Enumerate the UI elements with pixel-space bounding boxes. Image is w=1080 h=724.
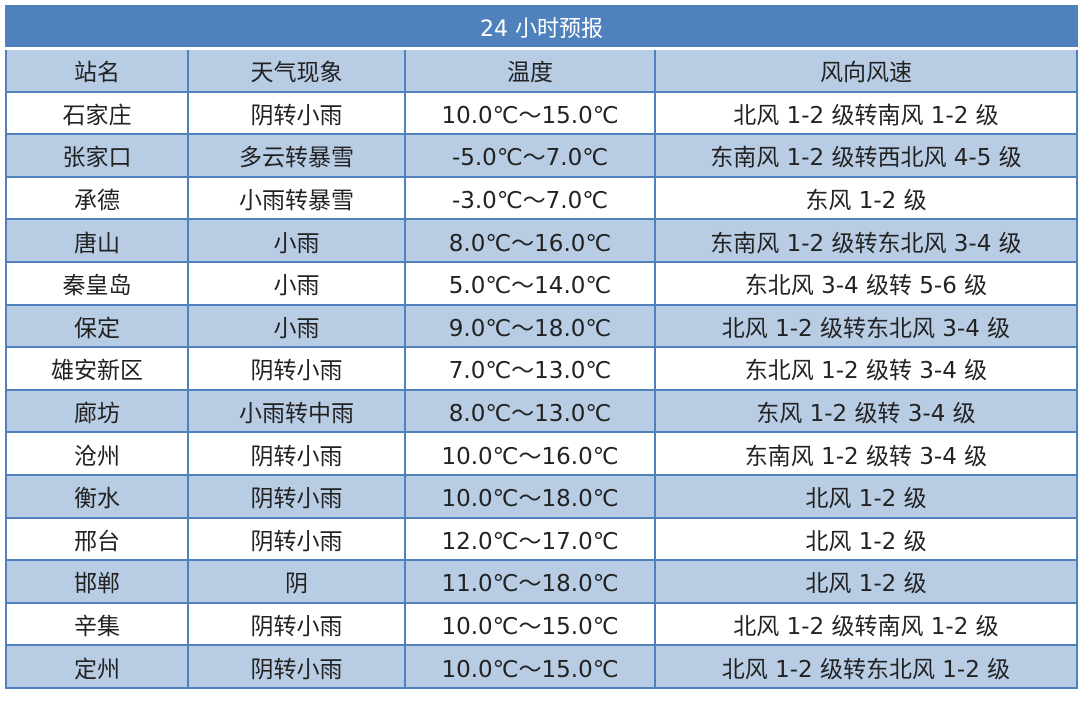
weather-cell: 小雨 (187, 218, 406, 263)
temperature-cell: -3.0℃～7.0℃ (404, 175, 656, 221)
table-row: 保定 小雨 9.0℃～18.0℃ 北风 1-2 级转东北风 3-4 级 (5, 303, 1078, 349)
station-cell: 秦皇岛 (5, 260, 189, 306)
wind-cell: 北风 1-2 级转南风 1-2 级 (654, 601, 1078, 647)
wind-cell: 北风 1-2 级转东北风 3-4 级 (654, 303, 1078, 349)
table-row: 石家庄 阴转小雨 10.0℃～15.0℃ 北风 1-2 级转南风 1-2 级 (5, 90, 1078, 136)
header-row: 站名 天气现象 温度 风向风速 (5, 47, 1078, 93)
table-row: 定州 阴转小雨 10.0℃～15.0℃ 北风 1-2 级转东北风 1-2 级 (5, 644, 1078, 689)
weather-cell: 阴转小雨 (187, 90, 406, 136)
table-row: 张家口 多云转暴雪 -5.0℃～7.0℃ 东南风 1-2 级转西北风 4-5 级 (5, 133, 1078, 178)
header-weather: 天气现象 (187, 47, 406, 93)
weather-cell: 阴转小雨 (187, 473, 406, 519)
station-cell: 承德 (5, 175, 189, 221)
table-row: 唐山 小雨 8.0℃～16.0℃ 东南风 1-2 级转东北风 3-4 级 (5, 218, 1078, 263)
wind-cell: 东风 1-2 级转 3-4 级 (654, 388, 1078, 434)
table-row: 秦皇岛 小雨 5.0℃～14.0℃ 东北风 3-4 级转 5-6 级 (5, 260, 1078, 306)
weather-cell: 阴转小雨 (187, 516, 406, 562)
temperature-cell: 10.0℃～18.0℃ (404, 473, 656, 519)
wind-cell: 东北风 1-2 级转 3-4 级 (654, 346, 1078, 391)
temperature-cell: -5.0℃～7.0℃ (404, 133, 656, 178)
station-cell: 廊坊 (5, 388, 189, 434)
temperature-cell: 11.0℃～18.0℃ (404, 559, 656, 604)
table-row: 承德 小雨转暴雪 -3.0℃～7.0℃ 东风 1-2 级 (5, 175, 1078, 221)
weather-cell: 阴转小雨 (187, 346, 406, 391)
table-title: 24 小时预报 (5, 5, 1078, 50)
table-row: 衡水 阴转小雨 10.0℃～18.0℃ 北风 1-2 级 (5, 473, 1078, 519)
station-cell: 张家口 (5, 133, 189, 178)
station-cell: 邯郸 (5, 559, 189, 604)
temperature-cell: 10.0℃～15.0℃ (404, 90, 656, 136)
wind-cell: 东南风 1-2 级转 3-4 级 (654, 431, 1078, 476)
wind-cell: 北风 1-2 级 (654, 516, 1078, 562)
table-row: 邯郸阴 11.0℃～18.0℃ 北风 1-2 级 (5, 559, 1078, 604)
weather-cell: 阴转小雨 (187, 601, 406, 647)
weather-cell: 阴转小雨 (187, 431, 406, 476)
weather-cell: 小雨转中雨 (187, 388, 406, 434)
station-cell: 石家庄 (5, 90, 189, 136)
wind-cell: 东北风 3-4 级转 5-6 级 (654, 260, 1078, 306)
station-cell: 唐山 (5, 218, 189, 263)
station-cell: 邢台 (5, 516, 189, 562)
temperature-cell: 9.0℃～18.0℃ (404, 303, 656, 349)
header-wind: 风向风速 (654, 47, 1078, 93)
table-row: 邢台 阴转小雨 12.0℃～17.0℃ 北风 1-2 级 (5, 516, 1078, 562)
wind-cell: 北风 1-2 级转南风 1-2 级 (654, 90, 1078, 136)
temperature-cell: 10.0℃～15.0℃ (404, 644, 656, 689)
wind-cell: 北风 1-2 级 (654, 473, 1078, 519)
weather-cell: 小雨 (187, 260, 406, 306)
table-row: 辛集 阴转小雨 10.0℃～15.0℃ 北风 1-2 级转南风 1-2 级 (5, 601, 1078, 647)
table-row: 沧州 阴转小雨 10.0℃～16.0℃ 东南风 1-2 级转 3-4 级 (5, 431, 1078, 476)
temperature-cell: 8.0℃～13.0℃ (404, 388, 656, 434)
weather-cell: 小雨 (187, 303, 406, 349)
wind-cell: 东南风 1-2 级转西北风 4-5 级 (654, 133, 1078, 178)
wind-cell: 东风 1-2 级 (654, 175, 1078, 221)
station-cell: 雄安新区 (5, 346, 189, 391)
forecast-table: 24 小时预报 站名 天气现象 温度 风向风速 石家庄 阴转小雨 10.0℃～15.… (5, 5, 1078, 689)
wind-cell: 东南风 1-2 级转东北风 3-4 级 (654, 218, 1078, 263)
temperature-cell: 5.0℃～14.0℃ (404, 260, 656, 306)
weather-cell: 阴转小雨 (187, 644, 406, 689)
header-temperature: 温度 (404, 47, 656, 93)
temperature-cell: 10.0℃～16.0℃ (404, 431, 656, 476)
weather-cell: 阴 (187, 559, 406, 604)
table-row: 雄安新区 阴转小雨 7.0℃～13.0℃ 东北风 1-2 级转 3-4 级 (5, 346, 1078, 391)
wind-cell: 北风 1-2 级转东北风 1-2 级 (654, 644, 1078, 689)
station-cell: 沧州 (5, 431, 189, 476)
weather-cell: 多云转暴雪 (187, 133, 406, 178)
temperature-cell: 7.0℃～13.0℃ (404, 346, 656, 391)
station-cell: 定州 (5, 644, 189, 689)
weather-cell: 小雨转暴雪 (187, 175, 406, 221)
station-cell: 辛集 (5, 601, 189, 647)
temperature-cell: 12.0℃～17.0℃ (404, 516, 656, 562)
temperature-cell: 10.0℃～15.0℃ (404, 601, 656, 647)
station-cell: 衡水 (5, 473, 189, 519)
header-station: 站名 (5, 47, 189, 93)
temperature-cell: 8.0℃～16.0℃ (404, 218, 656, 263)
station-cell: 保定 (5, 303, 189, 349)
wind-cell: 北风 1-2 级 (654, 559, 1078, 604)
table-row: 廊坊 小雨转中雨 8.0℃～13.0℃ 东风 1-2 级转 3-4 级 (5, 388, 1078, 434)
